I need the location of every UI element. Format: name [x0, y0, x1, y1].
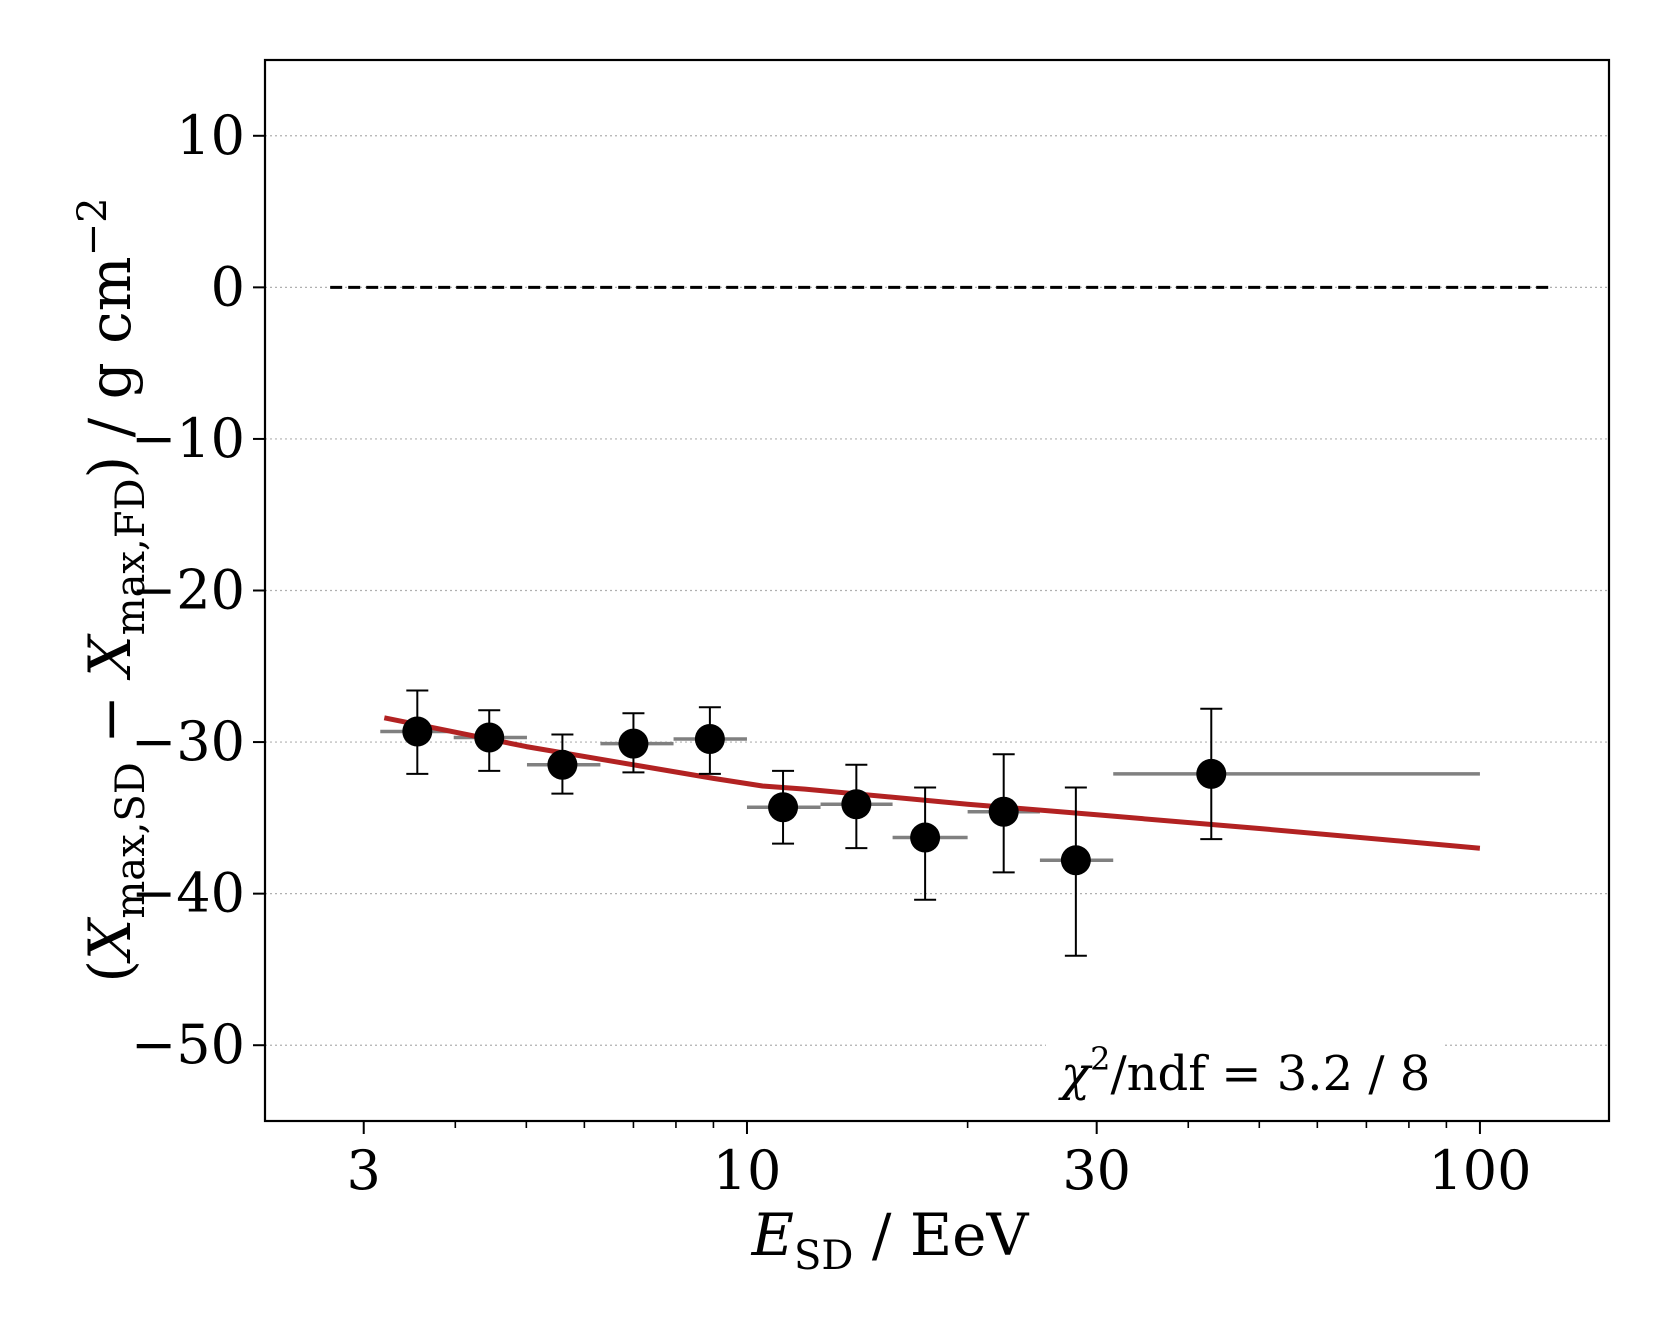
data-point [694, 724, 725, 755]
y-ticks: 10 0 −10 −20 −30 −40 −50 [131, 104, 265, 1076]
y-tick-label: 0 [211, 255, 245, 318]
y-axis-label: (Xmax,SD − Xmax,FD) / g cm−2 [70, 197, 154, 982]
x-label-subscript: SD [794, 1233, 853, 1279]
y-tick-label: 10 [176, 104, 245, 167]
x-label-unit: / EeV [853, 1201, 1029, 1269]
data-point [910, 822, 941, 853]
x-label-symbol: E [751, 1201, 794, 1269]
data-point [988, 796, 1019, 827]
data-point [474, 722, 505, 753]
data-point-layer [402, 716, 1227, 876]
chi-symbol: χ [1058, 1046, 1093, 1102]
y-tick-label: −30 [131, 710, 245, 773]
y-label-close: ) / g cm [76, 256, 144, 478]
x-tick-label: 3 [347, 1139, 381, 1202]
data-point [1060, 845, 1091, 876]
y-label-x2: X [76, 633, 144, 681]
y-label-x1: X [76, 916, 144, 964]
x-tick-label: 30 [1062, 1139, 1131, 1202]
y-tick-label: −50 [131, 1013, 245, 1076]
x-ticks: 3 10 30 100 [347, 1121, 1531, 1202]
data-point [768, 792, 799, 823]
data-point [1196, 758, 1227, 789]
y-tick-label: −10 [131, 407, 245, 470]
data-point [547, 749, 578, 780]
annotation-background [1046, 1032, 1443, 1110]
chi-ndf-text: /ndf = 3.2 / 8 [1110, 1046, 1430, 1102]
x-tick-label: 100 [1428, 1139, 1531, 1202]
y-label-minus: − [76, 677, 144, 762]
data-point [618, 728, 649, 759]
data-point [402, 716, 433, 747]
y-tick-label: −20 [131, 559, 245, 622]
y-label-sub2: max,FD [108, 478, 154, 635]
chi2-annotation: χ2/ndf = 3.2 / 8 [1058, 1040, 1430, 1102]
x-axis-label: ESD / EeV [751, 1201, 1030, 1279]
data-point [841, 789, 872, 820]
y-label-open: ( [76, 960, 144, 983]
x-tick-label: 10 [713, 1139, 782, 1202]
y-label-sub1: max,SD [108, 762, 154, 919]
y-label-sup: −2 [70, 197, 116, 256]
y-tick-label: −40 [131, 862, 245, 925]
chi-superscript: 2 [1090, 1040, 1110, 1078]
